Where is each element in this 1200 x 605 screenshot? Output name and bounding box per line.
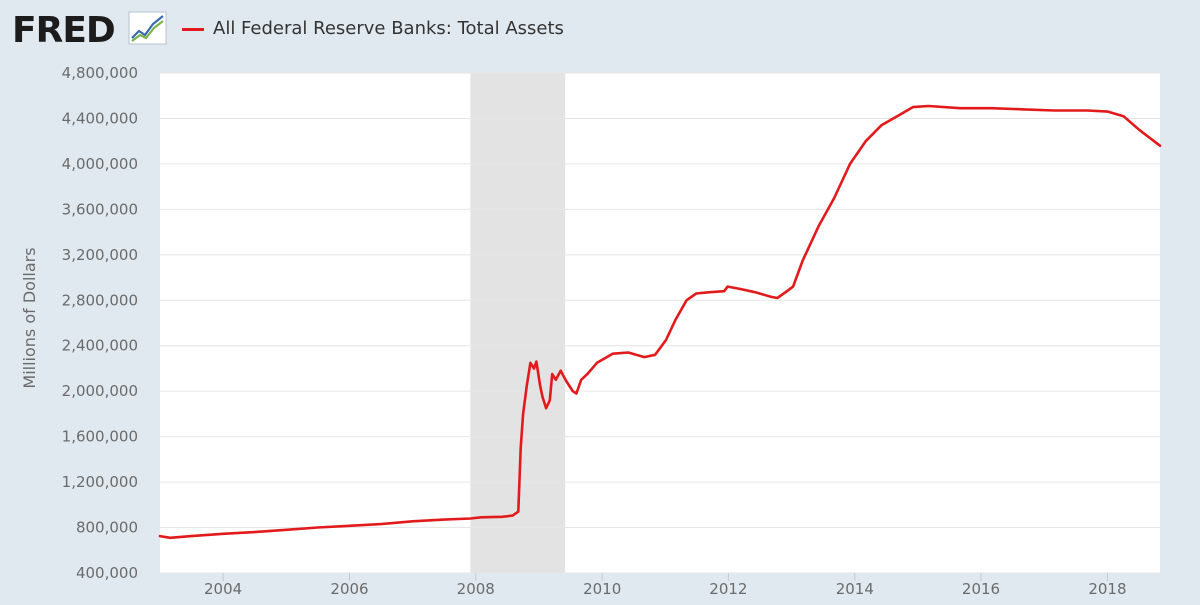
y-tick-label: 1,200,000 — [62, 473, 138, 491]
header: FRED All Federal Reserve Banks: Total As… — [0, 0, 1200, 60]
x-tick-label: 2010 — [583, 580, 621, 598]
y-tick-label: 4,800,000 — [62, 64, 138, 82]
x-tick-label: 2016 — [962, 580, 1000, 598]
series-line-0 — [158, 104, 1162, 540]
y-axis-title: Millions of Dollars — [20, 247, 39, 388]
x-axis: 2004 2006 2008 2010 2012 2014 2016 2018 — [204, 573, 1127, 598]
y-tick-label: 1,600,000 — [62, 428, 138, 446]
y-tick-label: 3,200,000 — [62, 246, 138, 264]
legend-label: All Federal Reserve Banks: Total Assets — [213, 18, 564, 39]
legend-swatch — [182, 28, 204, 31]
plot-area — [160, 73, 1160, 573]
recession-layer — [470, 73, 566, 573]
y-axis: 400,000 800,000 1,200,000 1,600,000 2,000,00… — [62, 64, 138, 582]
fred-chart-logo-icon — [128, 11, 167, 45]
x-tick-label: 2014 — [836, 580, 874, 598]
y-tick-label: 400,000 — [76, 564, 138, 582]
x-tick-label: 2012 — [709, 580, 747, 598]
y-tick-label: 800,000 — [76, 519, 138, 537]
x-tick-label: 2006 — [330, 580, 368, 598]
series-layer — [158, 104, 1162, 540]
x-tick-label: 2018 — [1088, 580, 1126, 598]
y-tick-label: 2,800,000 — [62, 291, 138, 309]
y-tick-label: 4,400,000 — [62, 109, 138, 127]
x-tick-label: 2008 — [457, 580, 495, 598]
y-tick-label: 2,000,000 — [62, 382, 138, 400]
y-tick-label: 2,400,000 — [62, 337, 138, 355]
recession-band-0 — [470, 73, 566, 573]
y-tick-label: 4,000,000 — [62, 155, 138, 173]
grid-layer — [160, 72, 1160, 574]
fred-logo[interactable]: FRED — [12, 10, 116, 51]
y-tick-label: 3,600,000 — [62, 200, 138, 218]
x-tick-label: 2004 — [204, 580, 242, 598]
